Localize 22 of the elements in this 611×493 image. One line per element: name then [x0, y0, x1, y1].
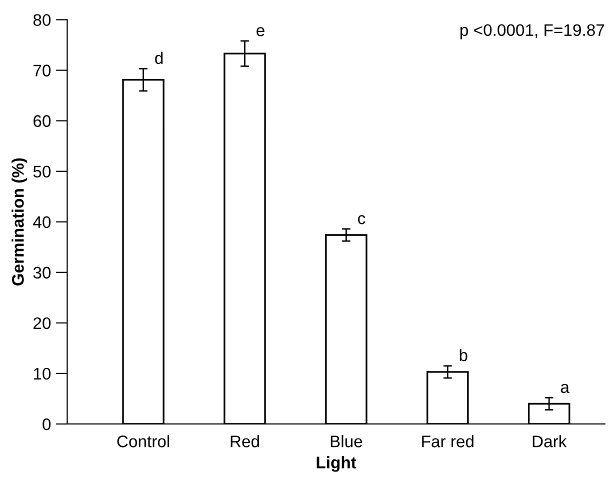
annotation: e [256, 27, 264, 36]
annotation: d [155, 52, 163, 64]
y-tick-label: 60 [34, 115, 51, 127]
annotation: b [460, 348, 468, 362]
y-tick-label: 70 [34, 64, 51, 76]
x-axis-title: Light [316, 456, 356, 472]
y-tick-label: 40 [33, 216, 51, 228]
annotation: c [358, 215, 366, 224]
y-tick-label: 50 [33, 166, 51, 178]
y-tick-label: 0 [42, 418, 51, 430]
y-tick-label: 20 [34, 317, 51, 330]
x-tick-label: Red [230, 435, 259, 448]
x-tick-label: Control [117, 435, 170, 448]
annotation: a [560, 384, 570, 394]
y-tick-label: 30 [33, 266, 51, 279]
x-tick-label: Far red [422, 435, 474, 448]
x-tick-label: Dark [532, 435, 567, 448]
y-tick-label: 80 [33, 14, 51, 26]
annotation: p <0.0001, F=19.87 [460, 24, 604, 40]
y-tick-label: 10 [34, 368, 51, 380]
x-tick-label: Blue [330, 435, 362, 448]
y-axis-title: Germination (%) [12, 158, 28, 286]
